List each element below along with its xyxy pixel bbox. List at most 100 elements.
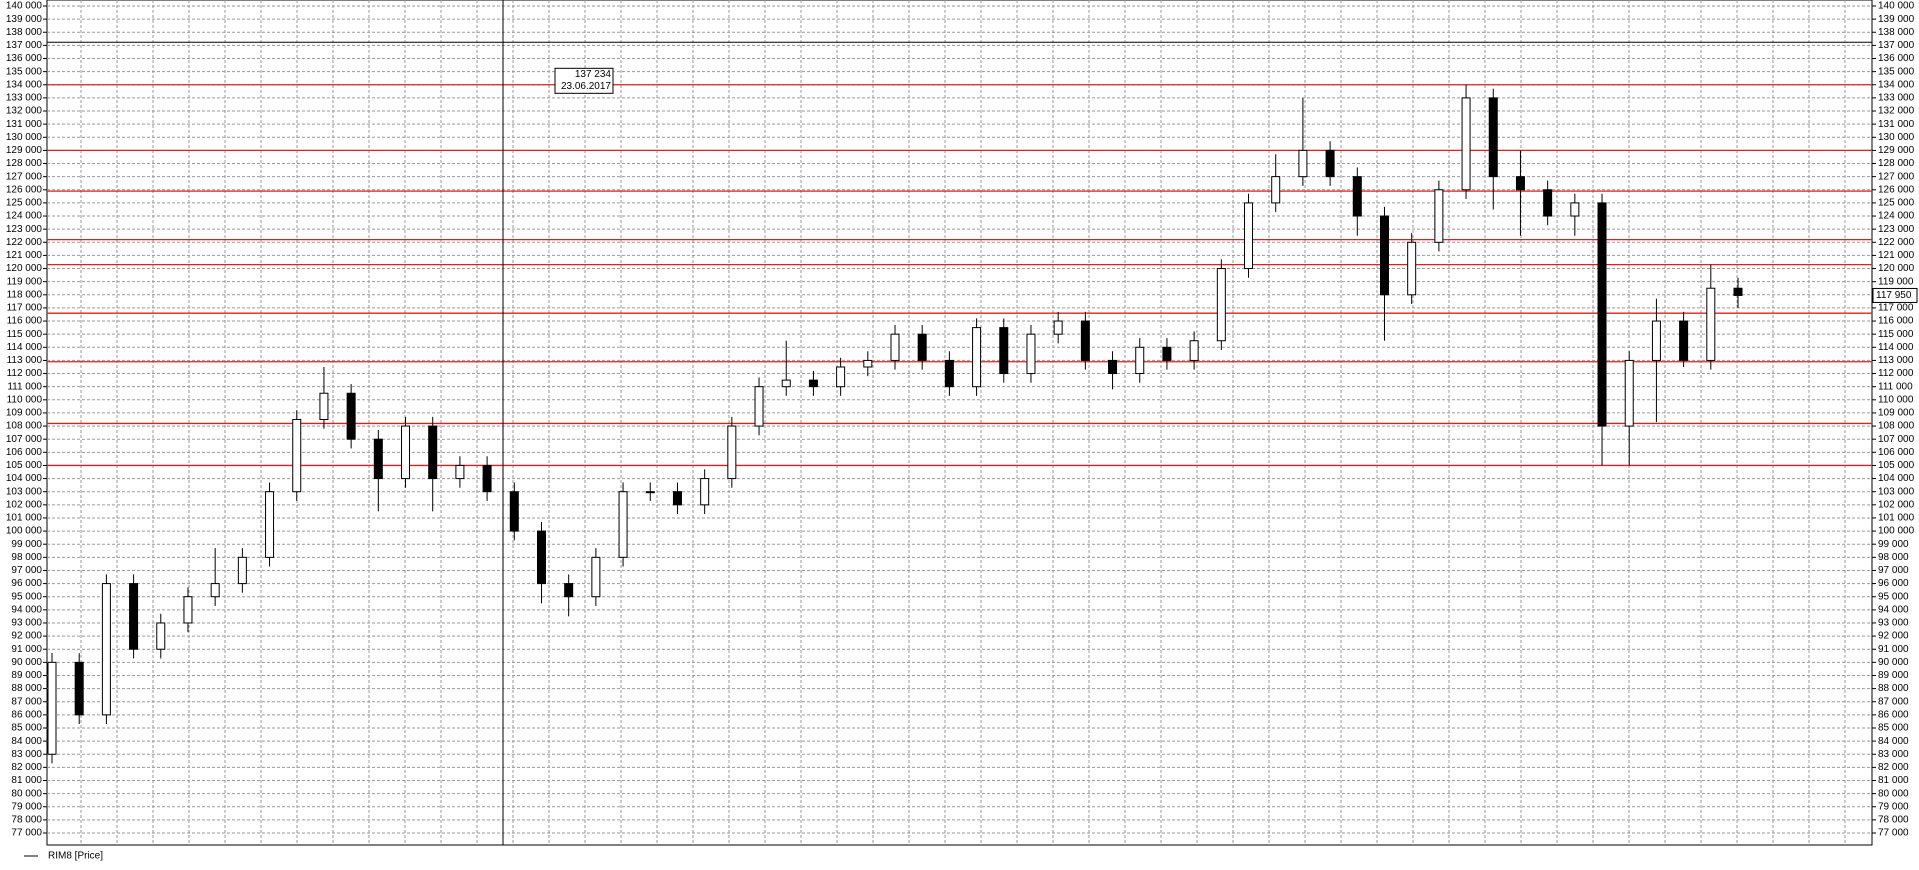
candle-body bbox=[1162, 346, 1172, 361]
y-tick-label-right: 84 000 bbox=[1878, 736, 1909, 747]
y-tick-label: 125 000 bbox=[6, 198, 43, 209]
y-tick-label: 134 000 bbox=[6, 79, 43, 90]
candle-body bbox=[183, 596, 193, 624]
candle-body bbox=[1271, 176, 1281, 204]
y-tick-label-right: 120 000 bbox=[1878, 263, 1915, 274]
y-tick-label: 78 000 bbox=[11, 815, 42, 826]
y-tick-label: 83 000 bbox=[11, 749, 42, 760]
candle-body bbox=[265, 491, 275, 558]
y-tick-label-right: 131 000 bbox=[1878, 119, 1915, 130]
y-tick-label: 139 000 bbox=[6, 14, 43, 25]
y-tick-label-right: 125 000 bbox=[1878, 198, 1915, 209]
y-tick-label: 113 000 bbox=[7, 355, 43, 366]
y-tick-label: 121 000 bbox=[6, 250, 43, 261]
candle-body bbox=[972, 327, 982, 388]
y-tick-label: 81 000 bbox=[11, 775, 42, 786]
y-tick-label-right: 136 000 bbox=[1878, 53, 1915, 64]
y-tick-label: 85 000 bbox=[11, 723, 42, 734]
y-tick-label: 92 000 bbox=[11, 631, 42, 642]
y-tick-label: 131 000 bbox=[6, 119, 43, 130]
candle-body bbox=[890, 333, 900, 361]
y-tick-label-right: 138 000 bbox=[1878, 27, 1915, 38]
candle-body bbox=[618, 491, 628, 558]
candle-body bbox=[1244, 202, 1254, 270]
y-tick-label-right: 81 000 bbox=[1878, 775, 1909, 786]
y-tick-label-right: 105 000 bbox=[1878, 460, 1915, 471]
y-tick-label: 106 000 bbox=[6, 447, 43, 458]
candle-body bbox=[129, 583, 139, 650]
y-tick-label-right: 111 000 bbox=[1878, 381, 1913, 392]
y-tick-label: 136 000 bbox=[6, 53, 43, 64]
y-tick-label: 77 000 bbox=[11, 828, 42, 839]
y-tick-label-right: 107 000 bbox=[1878, 434, 1915, 445]
y-tick-label-right: 114 000 bbox=[1878, 342, 1914, 353]
y-tick-label-right: 127 000 bbox=[1878, 171, 1915, 182]
y-tick-label-right: 92 000 bbox=[1878, 631, 1909, 642]
candle-body bbox=[1570, 202, 1580, 217]
y-tick-label-right: 101 000 bbox=[1878, 513, 1915, 524]
y-tick-label: 130 000 bbox=[6, 132, 43, 143]
candle-body bbox=[917, 333, 927, 361]
y-tick-label-right: 139 000 bbox=[1878, 14, 1915, 25]
candle-body bbox=[781, 379, 791, 388]
candle-body bbox=[1597, 202, 1607, 427]
y-tick-label-right: 78 000 bbox=[1878, 815, 1909, 826]
y-tick-label-right: 87 000 bbox=[1878, 696, 1909, 707]
y-tick-label-right: 128 000 bbox=[1878, 158, 1915, 169]
y-tick-label: 108 000 bbox=[6, 421, 43, 432]
candle-body bbox=[836, 366, 846, 388]
y-tick-label: 114 000 bbox=[7, 342, 43, 353]
candle-body bbox=[564, 583, 574, 598]
y-tick-label-right: 115 000 bbox=[1878, 329, 1914, 340]
candle-body bbox=[1679, 320, 1689, 361]
candle-body bbox=[1706, 287, 1716, 361]
y-tick-label: 115 000 bbox=[7, 329, 43, 340]
candle-body bbox=[346, 392, 356, 440]
candle-body bbox=[1108, 359, 1118, 375]
y-tick-label-right: 77 000 bbox=[1878, 828, 1909, 839]
y-tick-label: 95 000 bbox=[11, 591, 42, 602]
y-tick-label: 100 000 bbox=[6, 526, 43, 537]
y-tick-label: 98 000 bbox=[11, 552, 42, 563]
candle-body bbox=[1216, 268, 1226, 342]
candle-body bbox=[1026, 333, 1036, 375]
candle-body bbox=[1624, 359, 1634, 427]
candle-body bbox=[727, 425, 737, 480]
y-tick-label-right: 103 000 bbox=[1878, 486, 1915, 497]
candle-body bbox=[509, 491, 519, 532]
y-tick-label: 116 000 bbox=[7, 316, 43, 327]
y-tick-label-right: 80 000 bbox=[1878, 788, 1909, 799]
y-tick-label-right: 109 000 bbox=[1878, 408, 1915, 419]
candle-body bbox=[536, 530, 546, 585]
y-tick-label: 105 000 bbox=[6, 460, 43, 471]
candle-body bbox=[1379, 215, 1389, 296]
last-price-label: 117 950 bbox=[1876, 290, 1912, 301]
candle-body bbox=[1407, 241, 1417, 296]
last-price-box bbox=[1872, 287, 1918, 303]
vertical-grid bbox=[80, 0, 1846, 845]
y-tick-label: 107 000 bbox=[6, 434, 43, 445]
y-tick-label-right: 129 000 bbox=[1878, 145, 1915, 156]
y-tick-label-right: 100 000 bbox=[1878, 526, 1915, 537]
candle-body bbox=[1733, 287, 1743, 296]
y-tick-label-right: 113 000 bbox=[1878, 355, 1914, 366]
y-tick-label: 129 000 bbox=[6, 145, 43, 156]
candle-body bbox=[101, 583, 111, 716]
candle-body bbox=[754, 386, 764, 427]
y-tick-label: 135 000 bbox=[6, 66, 43, 77]
y-tick-label: 124 000 bbox=[6, 211, 43, 222]
y-tick-label: 110 000 bbox=[7, 394, 43, 405]
y-tick-label: 109 000 bbox=[6, 408, 43, 419]
y-tick-label: 84 000 bbox=[11, 736, 42, 747]
y-tick-label: 119 000 bbox=[7, 276, 43, 287]
y-tick-label-right: 130 000 bbox=[1878, 132, 1915, 143]
y-tick-label-right: 117 000 bbox=[1878, 303, 1914, 314]
y-tick-label: 138 000 bbox=[6, 27, 43, 38]
y-tick-label-right: 135 000 bbox=[1878, 66, 1915, 77]
candle-body bbox=[808, 379, 818, 388]
y-tick-label-right: 132 000 bbox=[1878, 106, 1915, 117]
y-tick-label: 104 000 bbox=[6, 473, 43, 484]
y-tick-label-right: 119 000 bbox=[1878, 276, 1914, 287]
y-tick-label: 140 000 bbox=[6, 1, 43, 12]
